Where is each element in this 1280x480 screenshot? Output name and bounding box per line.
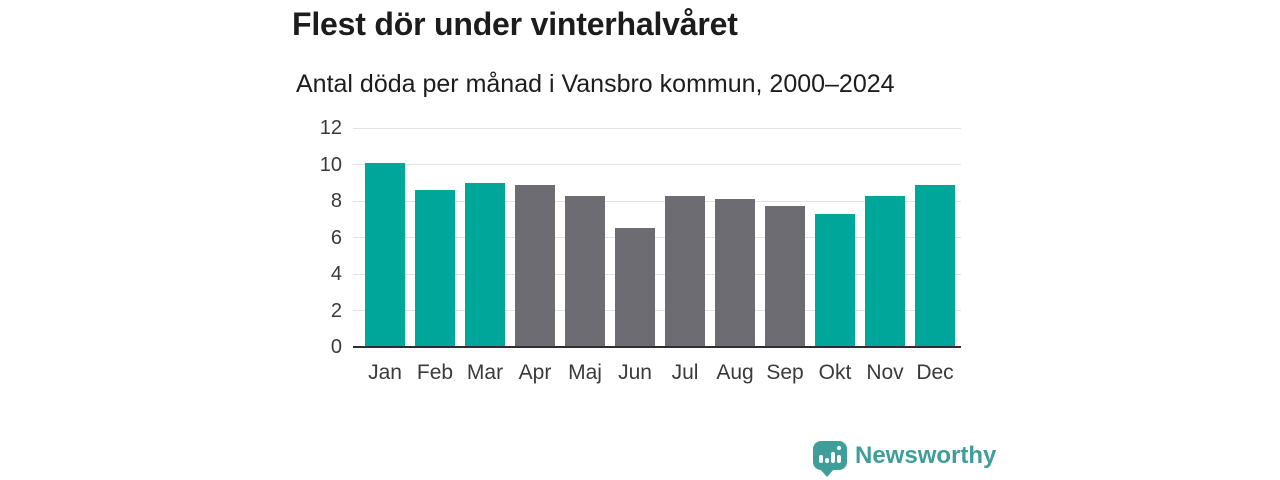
y-axis-label-2: 2 xyxy=(330,299,342,322)
y-axis-label-4: 4 xyxy=(330,263,342,285)
x-axis-label-sep: Sep xyxy=(766,361,804,384)
gridline-8 xyxy=(353,200,961,202)
logo-exclamation-dot xyxy=(837,446,841,450)
x-axis-label-jul: Jul xyxy=(671,361,699,384)
logo-bar-3 xyxy=(831,452,835,463)
bar-jan xyxy=(365,162,405,347)
y-axis-label-10: 10 xyxy=(319,153,342,176)
x-axis-label-nov: Nov xyxy=(866,361,904,384)
x-axis-label-dec: Dec xyxy=(916,361,954,384)
logo-bar-1 xyxy=(819,455,823,463)
chart-title: Flest dör under vinterhalvåret xyxy=(292,6,738,42)
bar-dec xyxy=(915,184,955,347)
bar-feb xyxy=(415,190,455,347)
x-axis-label-feb: Feb xyxy=(416,361,454,384)
gridline-4 xyxy=(353,273,961,275)
bar-mar xyxy=(465,182,505,347)
gridline-12 xyxy=(353,127,961,129)
x-axis-label-aug: Aug xyxy=(716,361,754,384)
speech-bubble-tail xyxy=(820,469,834,477)
y-axis-label-0: 0 xyxy=(330,336,342,358)
y-axis-label-6: 6 xyxy=(330,226,342,249)
bar-aug xyxy=(715,199,755,347)
logo-bar-2 xyxy=(825,458,829,463)
x-axis-label-okt: Okt xyxy=(818,361,852,384)
newsworthy-logo: Newsworthy xyxy=(813,441,997,477)
gridline-6 xyxy=(353,237,961,238)
bar-nov xyxy=(865,195,905,347)
x-axis-label-jan: Jan xyxy=(368,361,402,384)
bar-maj xyxy=(565,195,605,347)
newsworthy-logo-text: Newsworthy xyxy=(855,442,997,469)
y-axis-label-12: 12 xyxy=(319,117,342,139)
chart-subtitle: Antal döda per månad i Vansbro kommun, 2… xyxy=(296,70,895,98)
x-axis-label-apr: Apr xyxy=(518,361,552,384)
bar-sep xyxy=(765,206,805,347)
y-axis-label-8: 8 xyxy=(330,190,342,212)
x-axis-line xyxy=(353,346,961,348)
x-axis-label-maj: Maj xyxy=(568,361,602,384)
x-axis-label-jun: Jun xyxy=(618,361,652,384)
bar-apr xyxy=(515,184,555,347)
newsworthy-logo-icon xyxy=(813,441,847,477)
gridline-2 xyxy=(353,310,961,311)
gridline-10 xyxy=(353,164,961,165)
bar-jun xyxy=(615,228,655,347)
bar-okt xyxy=(815,213,855,347)
bar-jul xyxy=(665,195,705,347)
logo-exclamation-stem xyxy=(837,455,841,463)
x-axis-label-mar: Mar xyxy=(466,361,504,384)
